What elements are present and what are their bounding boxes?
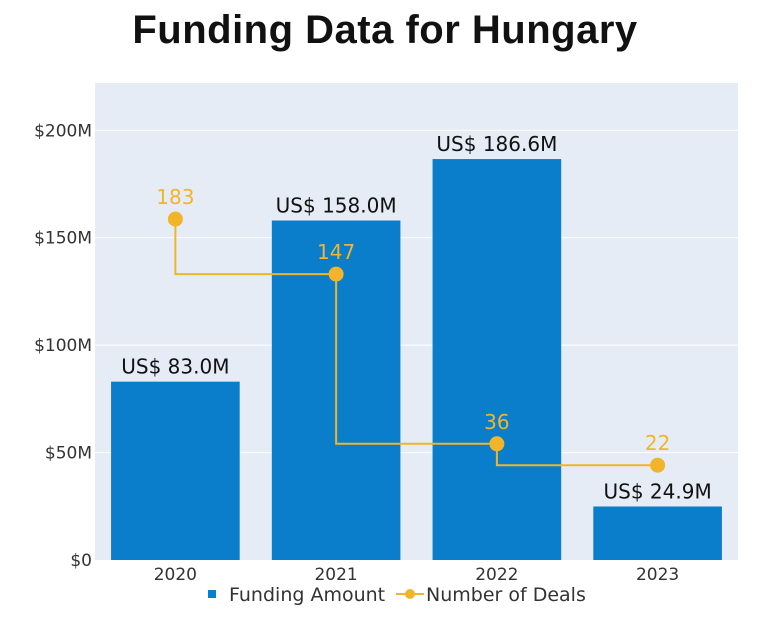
y-tick-label: $0 (70, 551, 92, 571)
legend-bar-icon (208, 590, 216, 598)
legend-number-of-deals: Number of Deals (426, 584, 586, 606)
bar-2023 (593, 506, 722, 560)
x-tick-label: 2021 (314, 565, 357, 585)
bar-label: US$ 186.6M (436, 132, 557, 156)
bar-label: US$ 83.0M (121, 355, 229, 379)
deals-label: 147 (317, 240, 355, 264)
deals-point-2020 (167, 211, 183, 227)
y-tick-label: $150M (34, 229, 92, 249)
deals-label: 36 (484, 410, 509, 434)
deals-point-2021 (328, 266, 344, 282)
deals-label: 22 (645, 431, 670, 455)
y-tick-label: $100M (34, 336, 92, 356)
legend-point-icon (405, 589, 415, 599)
x-tick-label: 2020 (154, 565, 197, 585)
x-tick-label: 2023 (636, 565, 679, 585)
bar-label: US$ 158.0M (276, 194, 397, 218)
legend-funding-amount: Funding Amount (229, 584, 385, 606)
chart-title: Funding Data for Hungary (132, 8, 638, 52)
y-tick-label: $200M (34, 121, 92, 141)
bar-2020 (111, 381, 240, 560)
deals-point-2022 (489, 436, 505, 452)
y-tick-label: $50M (45, 444, 92, 464)
bar-2022 (432, 159, 562, 560)
deals-point-2023 (650, 457, 666, 473)
x-tick-label: 2022 (475, 565, 518, 585)
deals-label: 183 (156, 185, 194, 209)
deals-line (174, 219, 658, 467)
bar-label: US$ 24.9M (604, 479, 712, 503)
